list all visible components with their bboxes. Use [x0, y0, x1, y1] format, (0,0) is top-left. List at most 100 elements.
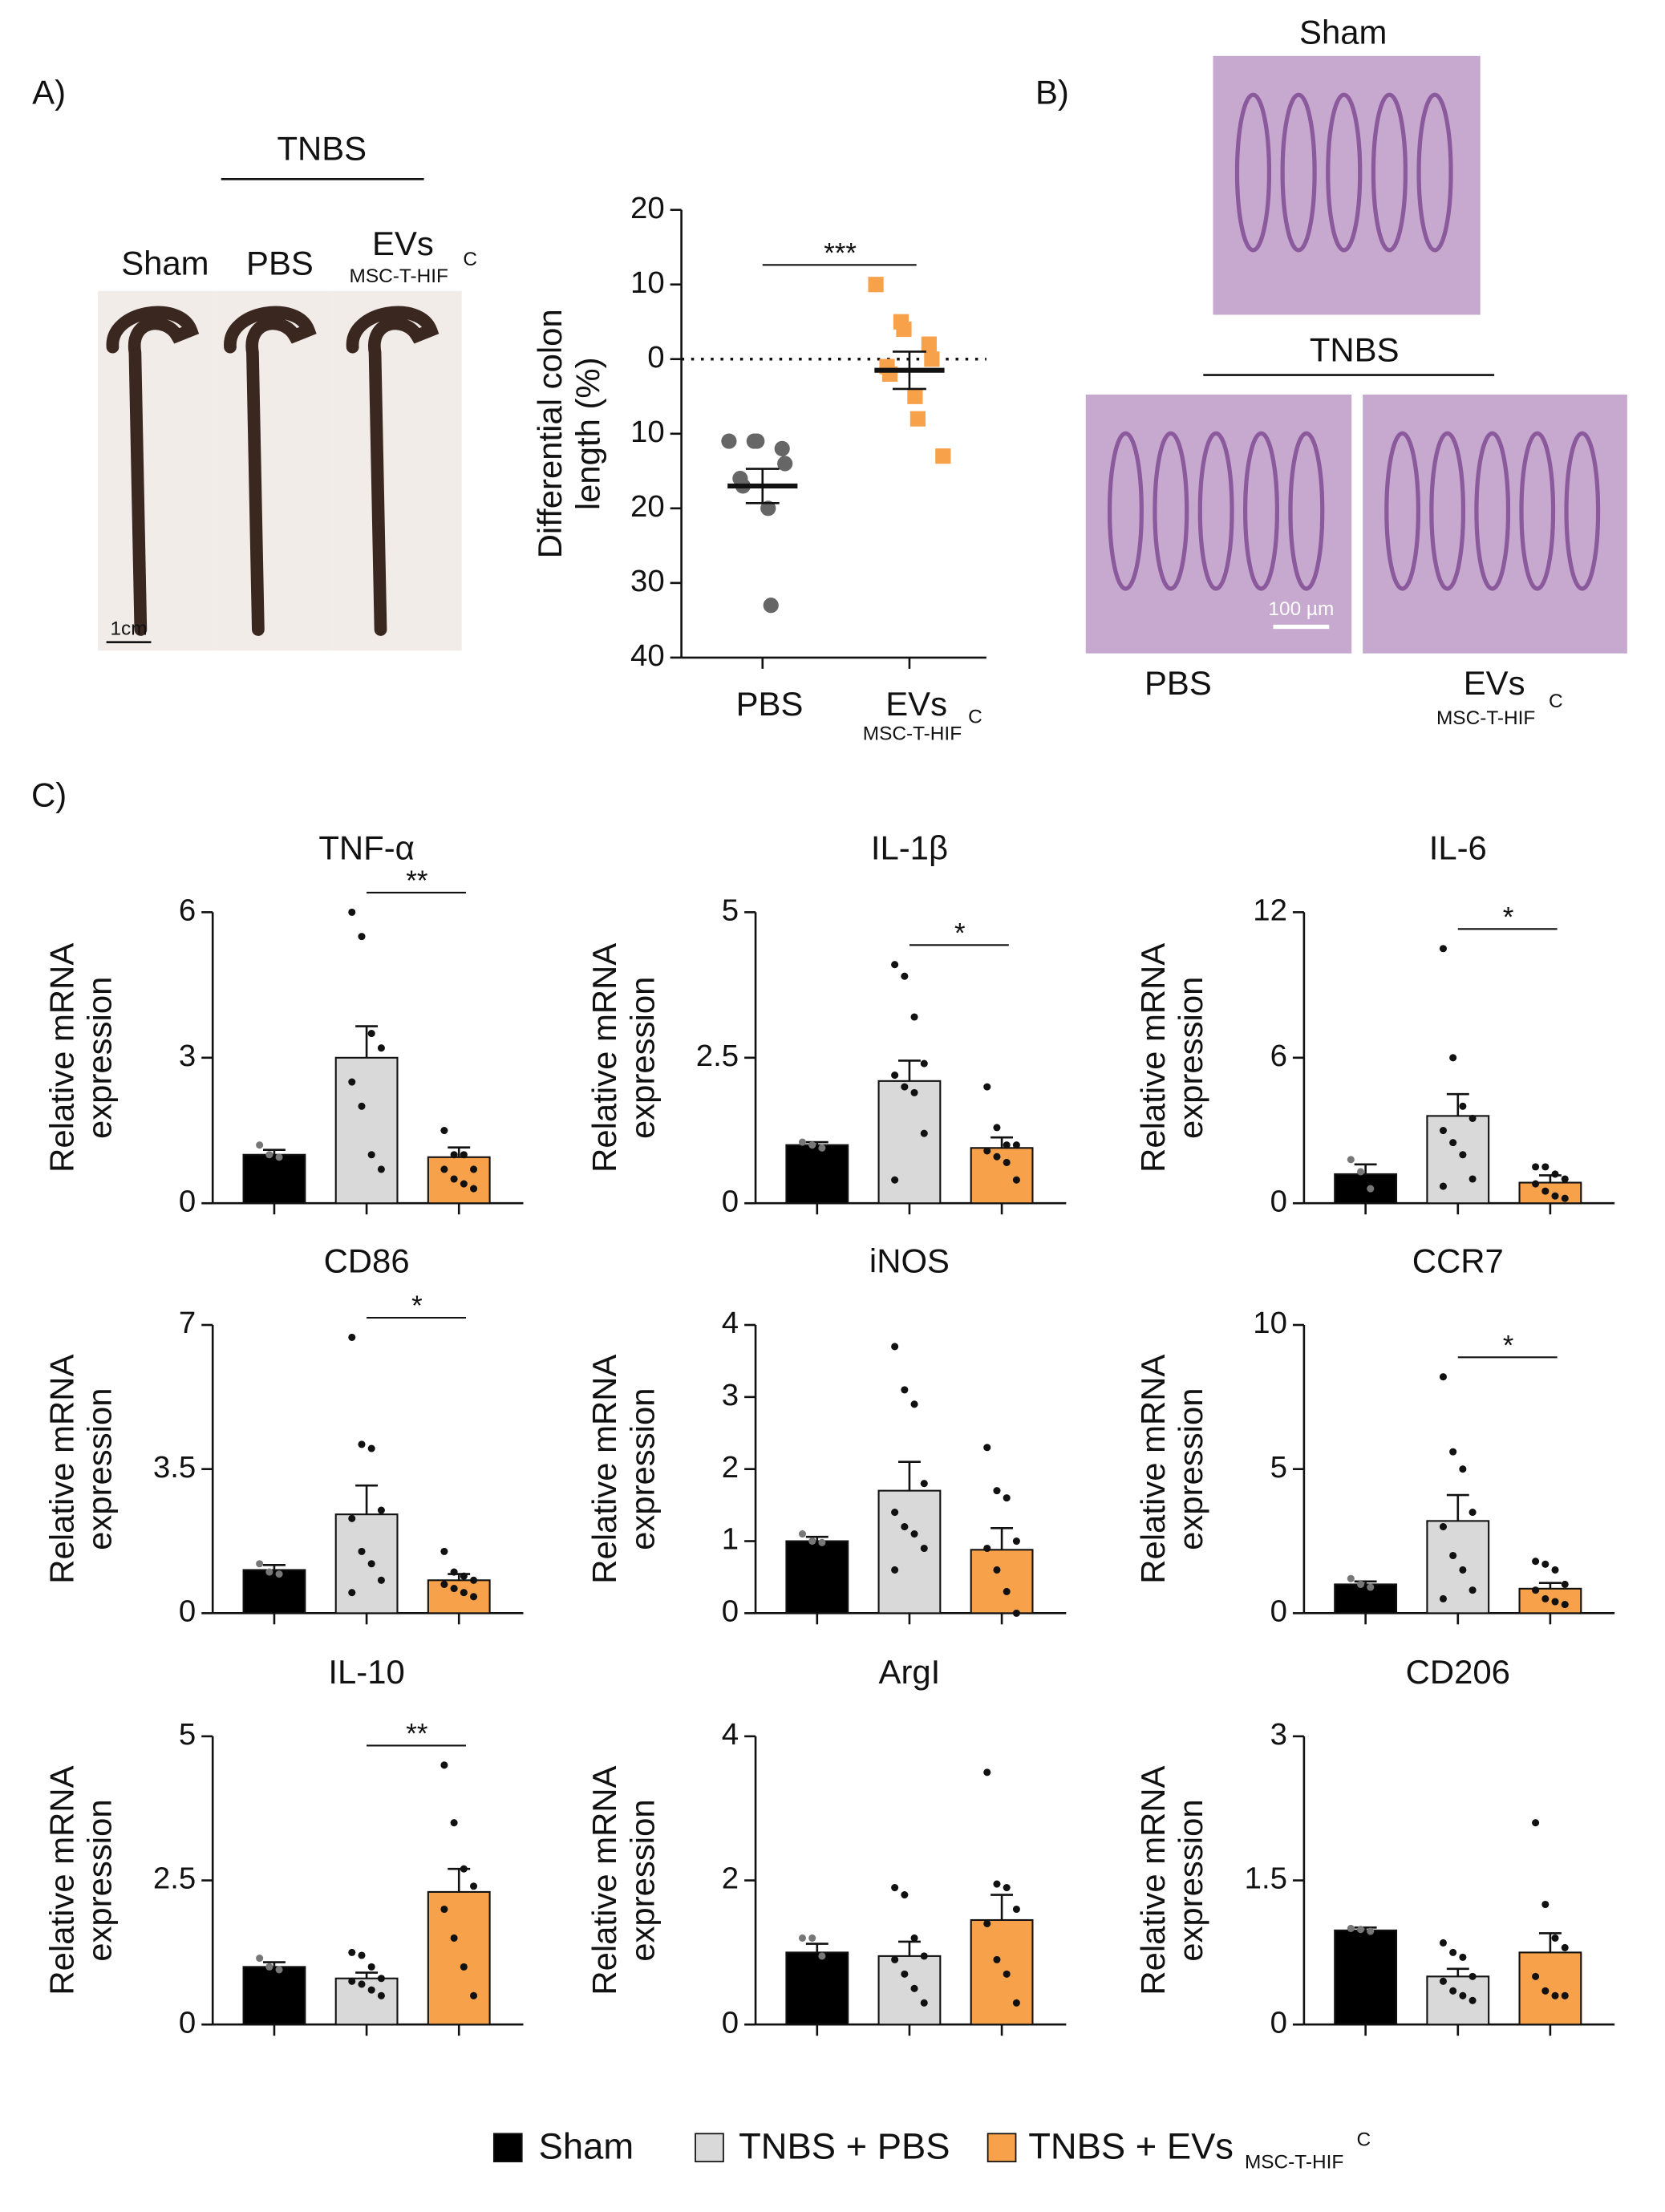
y-tick-label: 0: [179, 1184, 196, 1218]
y-tick-label: 5: [722, 893, 739, 928]
data-point: [808, 1141, 816, 1149]
data-point: [358, 1102, 366, 1110]
data-point: [901, 1523, 909, 1531]
data-point: [348, 1948, 356, 1956]
data-point: [910, 1400, 918, 1408]
data-point: [1367, 1583, 1375, 1591]
bar: [1334, 1173, 1398, 1205]
legend-swatch: [986, 2133, 1017, 2163]
data-point: [1367, 1185, 1375, 1193]
data-point: [1357, 1580, 1365, 1588]
data-point: [1449, 1551, 1457, 1560]
significance-label: **: [406, 865, 428, 897]
bar: [334, 1056, 399, 1205]
panel-label: A): [32, 74, 66, 111]
data-point: [470, 1165, 478, 1173]
crypt: [1416, 92, 1453, 253]
y-tick-label: 3: [179, 1039, 196, 1073]
y-tick-label: 40: [630, 638, 665, 673]
y-axis-label: Relative mRNA: [1134, 1765, 1172, 1995]
data-point: [891, 1176, 899, 1184]
group-label: TNBS: [277, 129, 367, 167]
y-axis-label: expression: [623, 1388, 661, 1550]
bar: [785, 1540, 849, 1614]
y-axis-label: expression: [80, 1388, 118, 1550]
y-tick-label: 3: [1270, 1717, 1287, 1752]
bar: [334, 1513, 399, 1614]
data-point: [1532, 1163, 1540, 1171]
data-point: [1012, 1176, 1020, 1184]
data-point: [891, 1955, 899, 1963]
data-point: [760, 500, 776, 517]
data-point: [256, 1560, 264, 1568]
data-point: [1347, 1924, 1355, 1932]
data-point: [1561, 1601, 1569, 1609]
data-point: [460, 1151, 468, 1159]
data-point: [1541, 1987, 1550, 1995]
data-point: [721, 433, 737, 449]
data-point: [920, 1952, 928, 1960]
y-axis-label: Relative mRNA: [43, 943, 80, 1173]
data-point: [1551, 1934, 1559, 1942]
data-point: [460, 1572, 468, 1580]
data-point: [1357, 1168, 1365, 1176]
data-point: [808, 1934, 816, 1942]
data-point: [1459, 1953, 1467, 1961]
data-point: [983, 1919, 991, 1928]
bar: [242, 1966, 306, 2026]
crypt: [1107, 431, 1144, 591]
data-point: [909, 411, 926, 427]
y-axis-label: Differential colon: [531, 309, 569, 558]
data-point: [440, 1761, 448, 1769]
y-tick-label: 1: [722, 1522, 739, 1557]
data-point: [450, 1934, 458, 1942]
photo-label: EVs: [372, 225, 434, 262]
photo-label: PBS: [1144, 664, 1212, 702]
data-point: [377, 1975, 385, 1983]
data-point: [1541, 1900, 1550, 1909]
data-point: [1012, 1905, 1020, 1914]
bar: [877, 1489, 942, 1614]
data-point: [1459, 1151, 1467, 1159]
y-tick-label: 0: [722, 1594, 739, 1629]
data-point: [910, 1530, 918, 1538]
legend-superscript: C: [1357, 2129, 1371, 2150]
data-point: [818, 1952, 826, 1960]
data-point: [450, 1819, 458, 1827]
photo-superscript: C: [1549, 691, 1563, 712]
data-point: [983, 1544, 991, 1553]
crypt: [1371, 92, 1408, 253]
y-tick-label: 0: [722, 1184, 739, 1218]
photo-label: EVs: [1464, 664, 1525, 702]
data-point: [470, 1576, 478, 1584]
data-point: [1459, 1566, 1467, 1574]
bar: [427, 1890, 491, 2026]
data-point: [749, 433, 765, 449]
y-tick-label: 0: [179, 2005, 196, 2040]
chart-title: ArgI: [879, 1653, 941, 1691]
error-bar: [745, 468, 780, 504]
crypt: [1429, 431, 1466, 591]
colon-photo: [98, 290, 217, 651]
data-point: [1561, 1580, 1569, 1588]
data-point: [921, 336, 937, 352]
significance-label: **: [406, 1718, 428, 1749]
data-point: [818, 1538, 826, 1546]
photo-title: Sham: [1299, 14, 1387, 51]
y-tick-label: 0: [722, 2005, 739, 2040]
y-axis-label: expression: [623, 1799, 661, 1961]
chart-title: iNOS: [869, 1242, 950, 1279]
data-point: [1367, 1927, 1375, 1935]
bar: [427, 1156, 491, 1205]
y-tick-label: 10: [630, 415, 665, 449]
y-axis-label: Relative mRNA: [43, 1765, 80, 1995]
data-point: [1449, 1448, 1457, 1456]
data-point: [1561, 1175, 1569, 1183]
data-point: [1469, 1996, 1477, 2004]
data-point: [910, 1088, 918, 1096]
data-point: [367, 1963, 375, 1971]
data-point: [470, 1882, 478, 1890]
data-point: [460, 1589, 468, 1597]
data-point: [348, 908, 356, 916]
crypt: [1153, 431, 1189, 591]
